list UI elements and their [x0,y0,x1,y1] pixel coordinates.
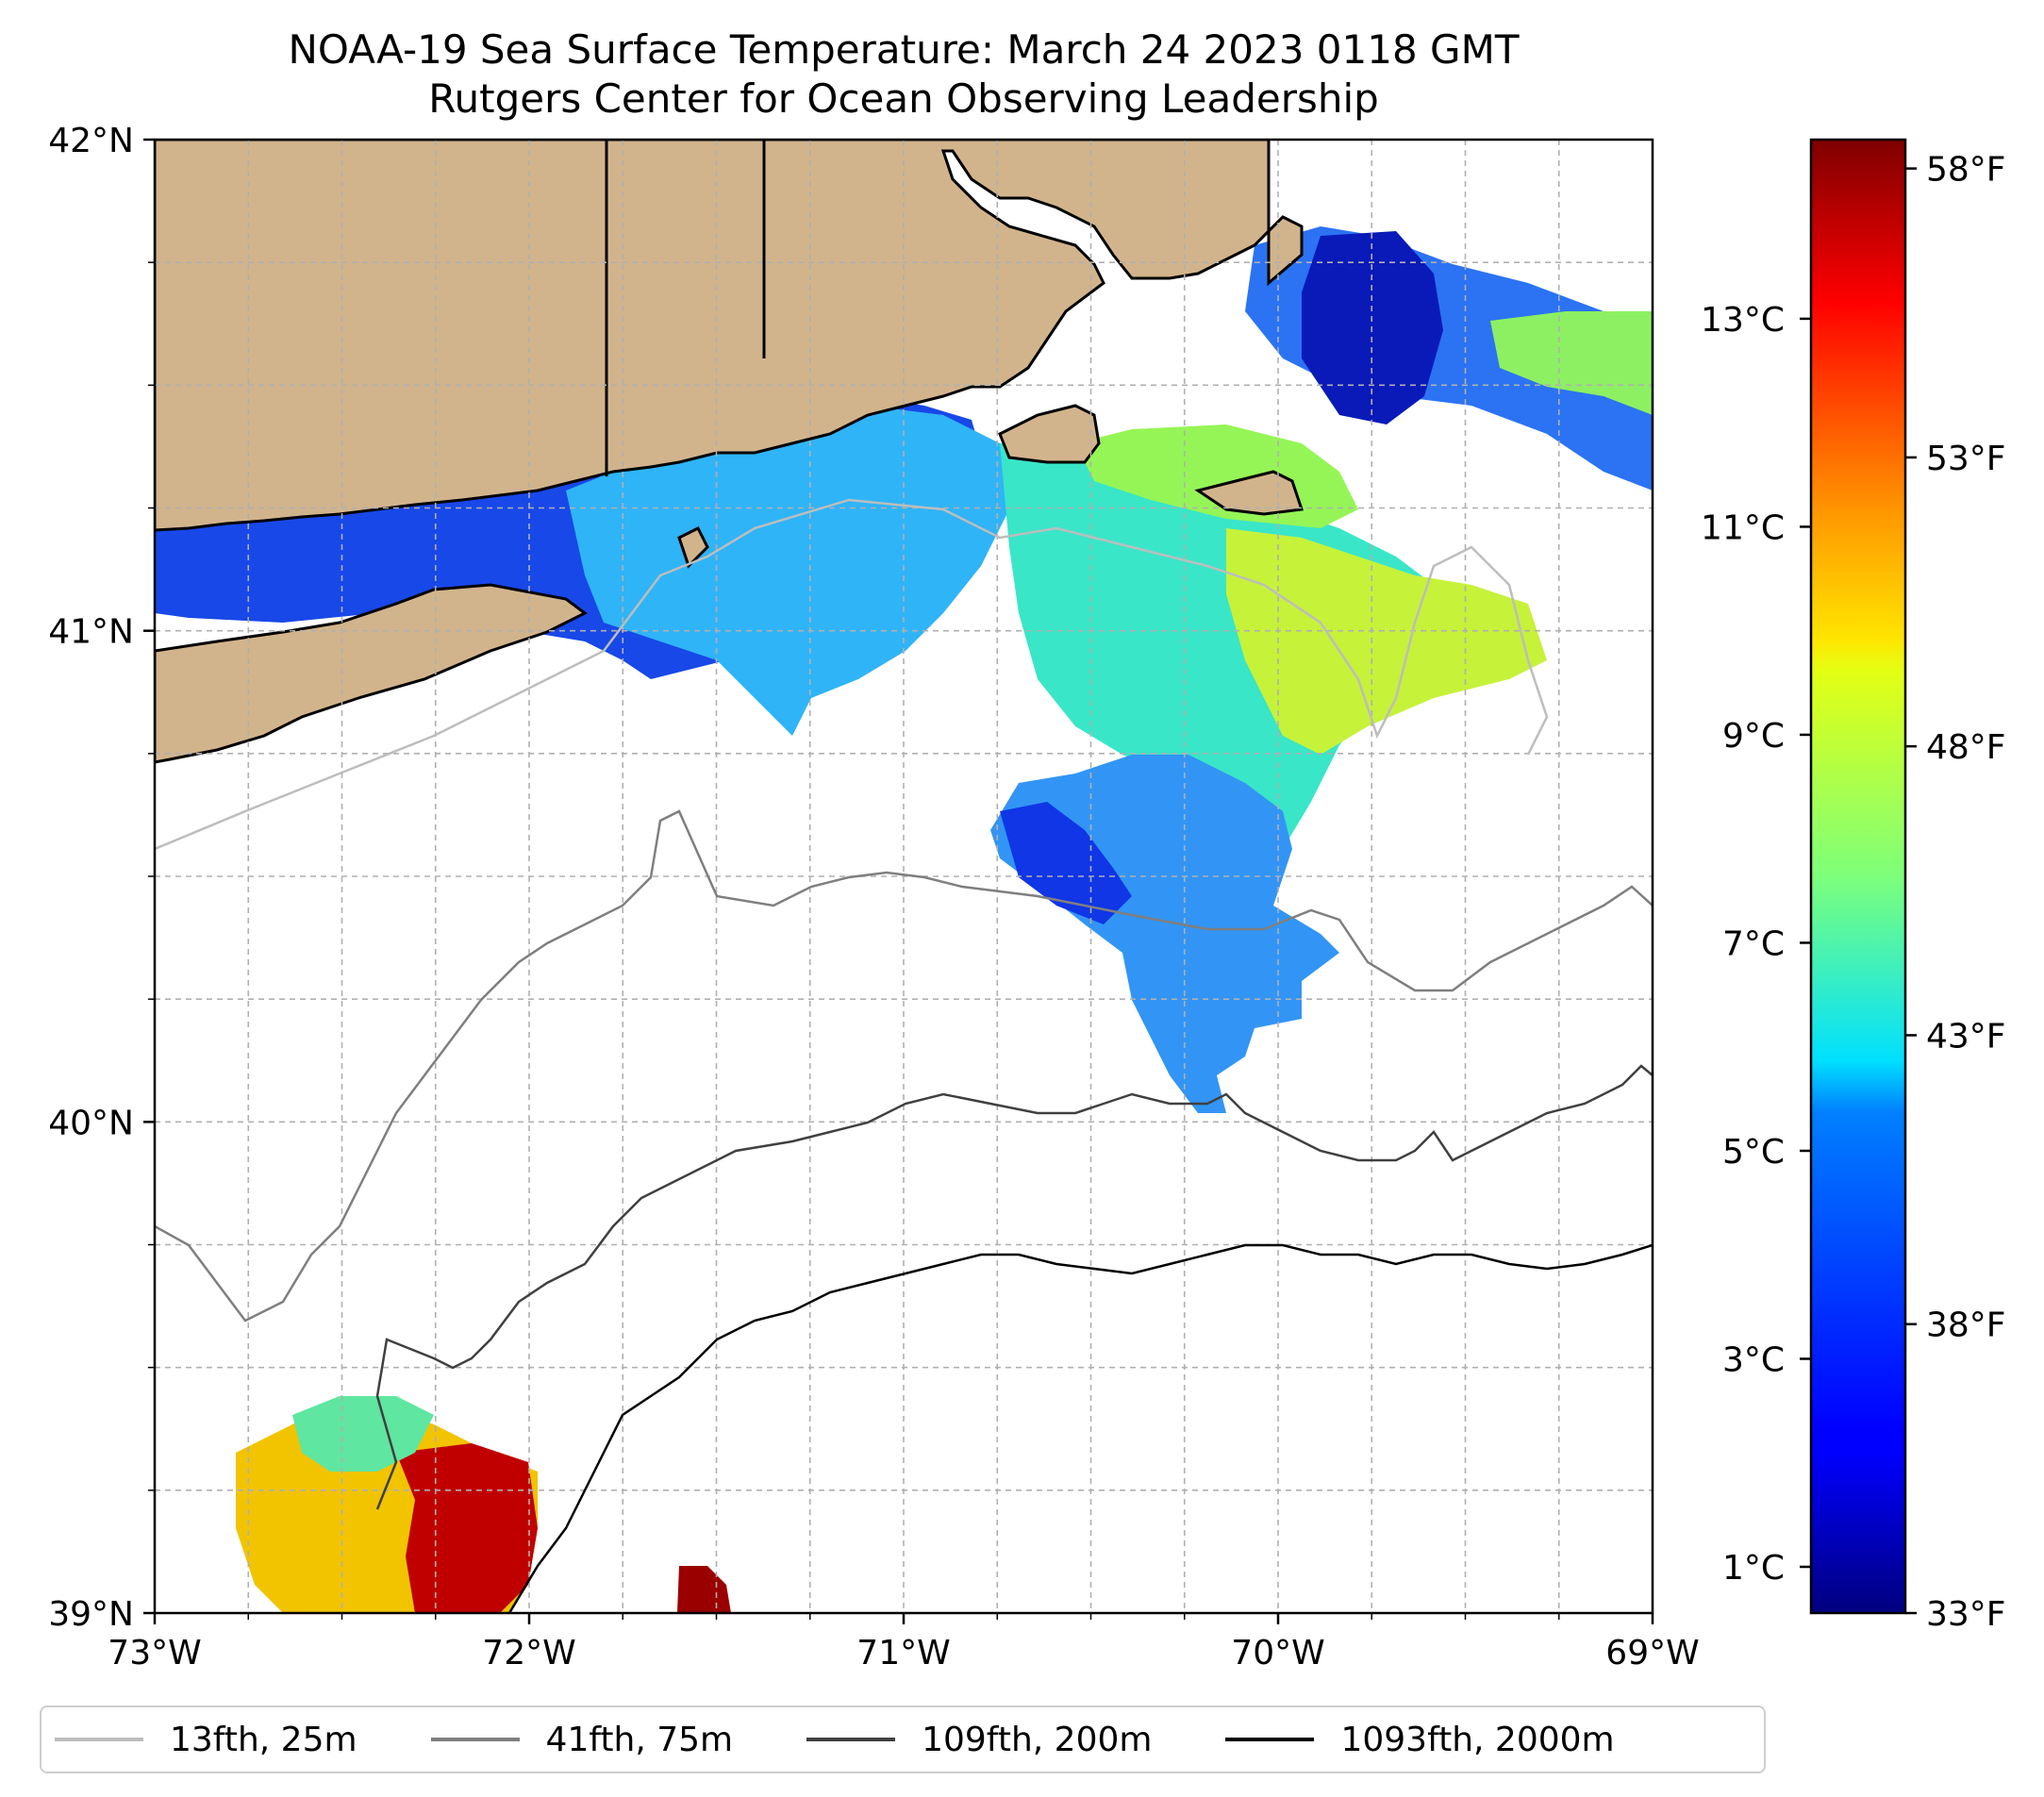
legend-item: 41fth, 75m [430,1720,734,1759]
legend-label: 109fth, 200m [922,1720,1153,1759]
x-tick-label: 69°W [1605,1634,1699,1672]
x-tick-label: 70°W [1231,1634,1324,1672]
legend-line-swatch [806,1738,896,1741]
celsius-tick-label: 11°C [1701,508,1785,547]
map-subtitle: Rutgers Center for Ocean Observing Leade… [428,75,1379,122]
land-block-island [677,525,709,569]
contour-2000m [507,1243,1653,1613]
colorbar-gradient [1809,138,1907,1615]
x-tick-label: 73°W [108,1634,201,1672]
fahrenheit-tick-label: 58°F [1926,151,2006,190]
sst-field [155,140,1653,1613]
y-axis: 39°N 40°N 41°N 42°N [48,122,155,1634]
sst-patch-hot-small [677,1566,731,1613]
contour-200m [375,1064,1653,1510]
map-panel [155,140,1653,1613]
land-nantucket [1194,470,1305,516]
fahrenheit-tick-label: 48°F [1926,728,2006,767]
y-tick-label: 42°N [48,122,134,160]
legend-item: 13fth, 25m [55,1721,357,1759]
map-title: NOAA-19 Sea Surface Temperature: March 2… [288,26,1520,73]
contour-25m [155,498,1549,851]
legend-line-swatch [430,1738,520,1741]
contour-75m [155,809,1653,1323]
land-long-island [155,583,588,764]
colorbar: 1°C 3°C 5°C 7°C 9°C 11°C 13°C 33°F 38°F 43°F 48°F… [1701,138,2006,1634]
legend-label: 1093fth, 2000m [1340,1720,1615,1759]
sst-patch-green-east-edge [1490,311,1653,415]
fahrenheit-tick-label: 33°F [1926,1595,2006,1634]
bathymetry-legend: 13fth, 25m 41fth, 75m 109fth, 200m 1093fth,… [40,1705,1766,1773]
land [155,140,1305,764]
celsius-tick-label: 5°C [1722,1133,1785,1172]
x-tick-label: 71°W [856,1634,950,1672]
colorbar-fahrenheit-ticks: 33°F 38°F 43°F 48°F 53°F 58°F [1905,151,2006,1634]
sst-patch-yellow-green-east [1226,528,1547,755]
fahrenheit-tick-label: 38°F [1926,1306,2006,1345]
x-axis: 73°W 72°W 71°W 70°W 69°W [108,1613,1700,1672]
x-tick-label: 72°W [482,1634,575,1672]
y-tick-label: 39°N [48,1595,134,1634]
sst-patch-ri-sound [566,406,1019,736]
legend-line-swatch [1225,1738,1315,1741]
land-new-england [155,140,1304,532]
colorbar-celsius-ticks: 1°C 3°C 5°C 7°C 9°C 11°C 13°C [1701,301,1811,1588]
celsius-tick-label: 13°C [1701,301,1785,340]
celsius-tick-label: 7°C [1722,924,1785,963]
celsius-tick-label: 1°C [1722,1549,1785,1588]
sst-patch-deep-blue-south [1000,802,1132,924]
fahrenheit-tick-label: 53°F [1926,440,2006,478]
legend-item: 109fth, 200m [806,1721,1152,1759]
land-marthas-vineyard [998,404,1101,464]
bathymetry-contours [155,498,1653,1613]
y-tick-label: 40°N [48,1104,134,1142]
legend-label: 41fth, 75m [545,1720,734,1759]
legend-line-swatch [55,1738,143,1741]
y-tick-label: 41°N [48,613,134,652]
legend-label: 13fth, 25m [170,1720,357,1759]
gridlines [155,140,1653,1613]
fahrenheit-tick-label: 43°F [1926,1017,2006,1056]
legend-item: 1093fth, 2000m [1225,1720,1615,1759]
celsius-tick-label: 3°C [1722,1340,1785,1379]
sst-patch-gulf-stream-cyan [292,1396,434,1472]
sst-patch-hot-gulf-stream [396,1443,538,1613]
celsius-tick-label: 9°C [1722,717,1785,756]
